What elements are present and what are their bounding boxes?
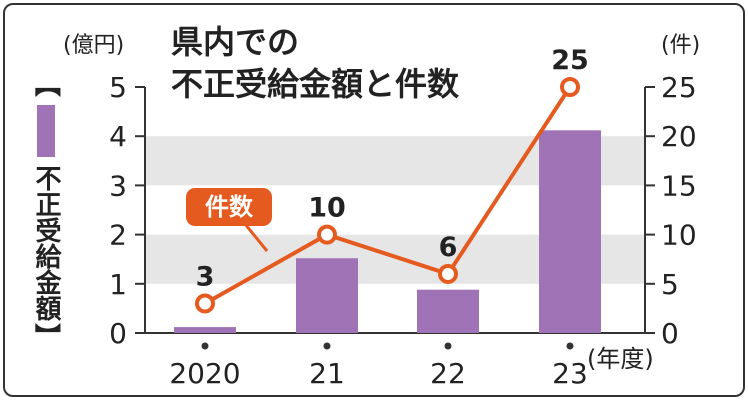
chart-title-line-2: 不正受給金額と件数: [171, 65, 460, 103]
x-tick-dot: [323, 342, 331, 350]
chart-title-line-1: 県内での: [171, 23, 300, 61]
chart-title: 県内での 不正受給金額と件数: [171, 21, 459, 105]
count-point-21: [317, 224, 337, 245]
bar-21: [296, 258, 358, 333]
right-axis-unit: (件): [661, 33, 701, 58]
count-data-label-21: 10: [308, 193, 346, 224]
left-axis-tick-label: 2: [109, 219, 127, 252]
right-axis-tick-label: 5: [661, 268, 679, 301]
count-data-label-22: 6: [439, 232, 458, 263]
bar-series-label: 【 不正受給金額 】: [31, 69, 61, 351]
x-tick-label-2020: 2020: [169, 357, 240, 390]
count-data-label-23: 25: [551, 45, 589, 76]
count-point-2020: [195, 293, 215, 314]
left-axis-tick-label: 4: [109, 120, 127, 153]
line-series-callout: 件数: [186, 188, 272, 226]
left-axis-tick-label: 0: [109, 317, 127, 350]
bar-2020: [174, 327, 236, 333]
left-axis-tick-label: 1: [109, 268, 127, 301]
right-axis-tick-label: 25: [661, 71, 697, 104]
bar-22: [417, 289, 479, 333]
bar-series-name: 不正受給金額: [31, 165, 61, 321]
right-axis-tick-label: 20: [661, 120, 697, 153]
bar-23: [539, 130, 601, 333]
right-axis-tick-label: 0: [661, 317, 679, 350]
bar-legend-swatch: [37, 105, 55, 157]
x-tick-label-21: 21: [309, 357, 345, 390]
x-axis-unit: (年度): [587, 345, 654, 373]
x-tick-dot: [444, 342, 452, 350]
x-tick-dot: [566, 342, 574, 350]
x-tick-label-23: 23: [552, 357, 588, 390]
count-line: [204, 85, 572, 306]
x-tick-label-22: 22: [430, 357, 466, 390]
left-axis-unit: (億円): [63, 33, 125, 58]
x-tick-dot: [201, 342, 209, 350]
count-point-22: [438, 263, 458, 284]
left-axis-tick-label: 5: [109, 71, 127, 104]
left-axis-tick-label: 3: [109, 169, 127, 202]
bar-label-bracket-close: 】: [31, 322, 61, 349]
right-axis-tick-label: 15: [661, 169, 697, 202]
bar-label-bracket-open: 【: [31, 70, 61, 97]
right-axis-tick-label: 10: [661, 219, 697, 252]
count-point-23: [560, 77, 580, 97]
count-data-label-2020: 3: [196, 261, 215, 292]
chart-frame: 0 1 2 3 4 5 0 5 10 15 20 25 2020 21 22 23 3 10 6 25 県内での 不正…: [3, 3, 745, 397]
